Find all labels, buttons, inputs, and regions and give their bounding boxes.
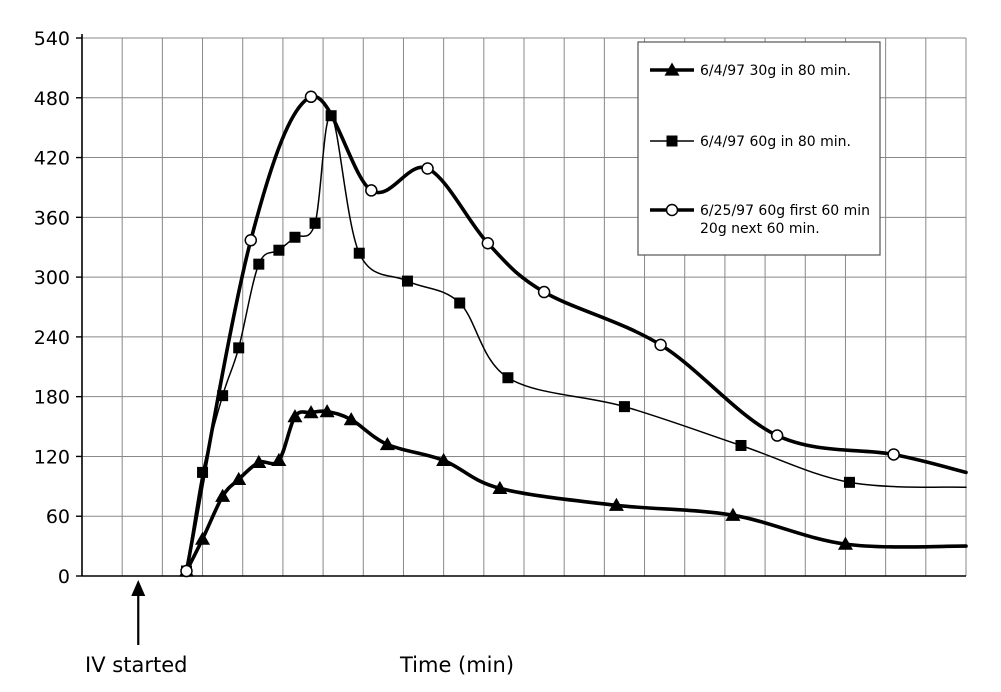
data-point-series-3 (537, 285, 551, 299)
data-point-series-1 (837, 536, 853, 550)
legend-marker-1 (664, 62, 680, 76)
data-point-series-1 (436, 452, 452, 467)
data-point-series-2 (843, 476, 855, 488)
legend-marker-2 (666, 135, 678, 147)
data-point-series-3 (770, 429, 784, 442)
series-line-3 (184, 94, 968, 573)
y-tick-label: 0 (58, 566, 70, 588)
data-point-series-1 (492, 480, 508, 494)
legend-box (637, 41, 881, 256)
legend-label-3: 6/25/97 60g first 60 min 20g next 60 min. (700, 203, 870, 237)
data-point-series-1 (303, 405, 319, 419)
y-tick-label: 420 (34, 148, 70, 170)
data-point-series-2 (233, 342, 245, 354)
iv-started-label: IV started (85, 653, 187, 677)
grid (81, 37, 967, 577)
data-point-series-3 (421, 162, 434, 175)
data-point-series-1 (271, 452, 287, 467)
data-point-series-2 (309, 217, 321, 229)
data-point-series-1 (343, 412, 359, 426)
data-point-series-2 (502, 372, 514, 384)
legend-marker-3 (665, 203, 679, 217)
y-tick-label: 240 (34, 327, 70, 349)
legend-label-1: 6/4/97 30g in 80 min. (700, 63, 851, 79)
y-tick-label: 480 (34, 88, 70, 110)
y-tick-label: 120 (34, 446, 70, 468)
data-point-series-2 (253, 258, 265, 270)
x-axis-label: Time (min) (399, 653, 514, 677)
series-markers (178, 90, 900, 578)
data-point-series-3 (481, 236, 495, 250)
data-point-series-1 (287, 409, 303, 423)
data-point-series-3 (654, 338, 667, 352)
axes (76, 34, 966, 577)
y-tick-label: 180 (34, 387, 70, 409)
y-tick-label: 540 (34, 28, 70, 50)
iv-started-annotation: IV started (85, 580, 187, 677)
data-point-series-2 (325, 110, 337, 122)
data-point-series-2 (273, 244, 285, 256)
data-point-series-2 (454, 297, 466, 309)
data-point-series-1 (215, 488, 231, 502)
data-point-series-2 (289, 231, 301, 243)
data-point-series-1 (195, 531, 211, 545)
legend-items: 6/4/97 30g in 80 min. 6/4/97 60g in 80 mi… (650, 62, 870, 237)
y-tick-label: 300 (34, 267, 70, 289)
legend-label-2: 6/4/97 60g in 80 min. (700, 134, 851, 150)
data-point-series-2 (735, 439, 747, 451)
data-point-series-2 (353, 247, 365, 259)
y-tick-label: 360 (34, 207, 70, 229)
data-point-series-3 (365, 184, 378, 197)
data-point-series-2 (197, 466, 209, 478)
data-point-series-3 (244, 233, 258, 247)
data-point-series-1 (319, 404, 335, 418)
data-point-series-1 (251, 454, 267, 469)
data-point-series-1 (608, 497, 624, 511)
data-point-series-3 (180, 564, 193, 578)
data-point-series-2 (217, 390, 229, 402)
data-point-series-2 (618, 401, 630, 413)
data-point-series-1 (231, 471, 247, 485)
data-point-series-1 (725, 507, 741, 521)
y-tick-label: 60 (46, 506, 70, 528)
legend: 6/4/97 30g in 80 min. 6/4/97 60g in 80 mi… (637, 41, 881, 256)
data-point-series-3 (304, 90, 318, 104)
iv-started-arrow-head (131, 580, 146, 596)
data-point-series-3 (887, 448, 900, 461)
data-point-series-2 (401, 275, 413, 287)
y-tick-labels: 0 60 120 180 240 300 360 420 480 540 (34, 28, 70, 588)
data-point-series-1 (379, 436, 395, 451)
